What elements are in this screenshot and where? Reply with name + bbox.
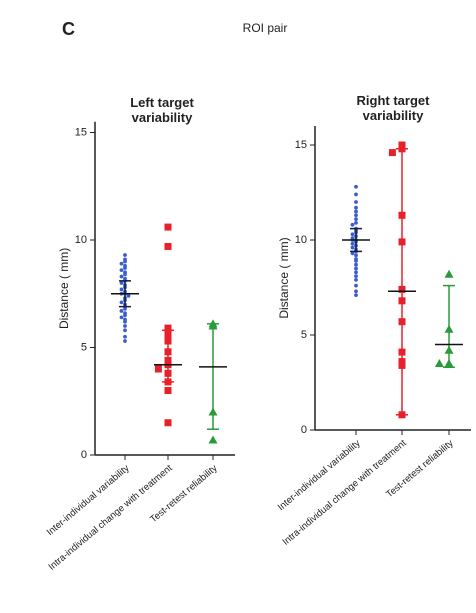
y-tick-label: 5 xyxy=(301,329,307,341)
point xyxy=(164,419,172,427)
y-tick-label: 15 xyxy=(75,126,87,138)
point xyxy=(354,184,358,189)
y-axis-label: Distance ( mm) xyxy=(277,237,291,318)
point xyxy=(123,328,127,333)
chart-title: Right target variability xyxy=(356,93,430,123)
point xyxy=(354,262,358,267)
y-tick-label: 10 xyxy=(75,234,87,246)
y-tick-label: 5 xyxy=(81,341,87,353)
point xyxy=(354,270,358,275)
point xyxy=(164,387,172,394)
y-tick-label: 15 xyxy=(295,139,307,151)
point xyxy=(350,251,355,256)
point xyxy=(123,266,127,270)
point xyxy=(119,261,124,266)
point xyxy=(123,313,127,318)
point xyxy=(119,281,124,285)
point xyxy=(354,213,358,218)
point xyxy=(208,435,218,444)
point xyxy=(354,192,358,197)
point xyxy=(354,217,358,222)
y-tick-label: 10 xyxy=(295,234,307,246)
point xyxy=(123,324,127,328)
y-tick-label: 0 xyxy=(301,424,307,436)
point xyxy=(354,221,358,225)
point xyxy=(164,324,172,332)
point xyxy=(119,315,124,320)
point xyxy=(126,294,131,298)
point xyxy=(444,269,454,278)
point xyxy=(119,300,124,305)
figure-title: ROI pair xyxy=(243,21,288,35)
point xyxy=(350,241,355,246)
point xyxy=(119,287,124,292)
point xyxy=(388,149,396,157)
point xyxy=(123,272,127,277)
point xyxy=(398,141,406,149)
point xyxy=(123,339,127,343)
point xyxy=(354,283,358,288)
point xyxy=(154,365,162,373)
point xyxy=(354,278,358,282)
panel-label: C xyxy=(62,19,75,39)
point xyxy=(354,205,358,210)
point xyxy=(123,259,127,264)
point xyxy=(119,309,124,313)
point xyxy=(354,259,358,263)
y-axis-label: Distance ( mm) xyxy=(57,248,71,329)
point xyxy=(354,200,358,204)
point xyxy=(119,274,124,279)
point xyxy=(123,253,127,257)
point xyxy=(354,289,358,294)
point xyxy=(354,274,358,278)
point xyxy=(354,209,358,214)
point xyxy=(354,253,358,258)
point xyxy=(164,223,172,231)
point xyxy=(123,319,127,324)
point xyxy=(434,359,444,367)
x-tick-label: Inter-individual variability xyxy=(276,438,363,513)
point xyxy=(164,242,172,250)
point xyxy=(350,222,355,227)
point xyxy=(354,293,358,297)
chart-title: Left target variability xyxy=(130,95,194,125)
x-tick-label: Inter-individual variability xyxy=(45,463,132,538)
point xyxy=(354,266,358,271)
y-tick-label: 0 xyxy=(81,449,87,461)
point xyxy=(350,232,355,237)
point xyxy=(119,268,124,272)
point xyxy=(123,334,127,339)
point xyxy=(350,245,355,250)
point xyxy=(123,306,127,311)
